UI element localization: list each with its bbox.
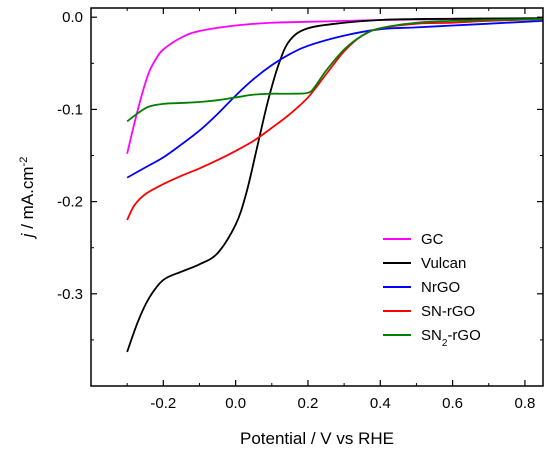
x-tick-label: 0.4 <box>370 395 391 412</box>
legend-label: Vulcan <box>421 255 466 272</box>
legend-label: SN-rGO <box>421 303 475 320</box>
x-tick-label: 0.6 <box>442 395 463 412</box>
y-tick-label: -0.1 <box>57 101 83 118</box>
series-line-nrgo <box>126 20 544 179</box>
series-line-gc <box>126 18 544 154</box>
y-tick-label: 0.0 <box>62 9 83 26</box>
x-axis-title: Potential / V vs RHE <box>240 429 394 448</box>
series-line-vulcan <box>126 17 544 353</box>
y-axis-title: j / mA.cm-2 <box>18 157 37 240</box>
x-tick-label: -0.2 <box>150 395 176 412</box>
y-tick-label: -0.2 <box>57 194 83 211</box>
legend-label: SN2-rGO <box>421 327 481 349</box>
series-line-sn2-rgo <box>126 18 544 123</box>
x-tick-label: 0.2 <box>298 395 319 412</box>
x-tick-label: 0.0 <box>225 395 246 412</box>
series-layer <box>126 17 544 353</box>
series-line-sn-rgo <box>126 18 544 221</box>
ticks-layer: -0.2 0.0 0.2 0.4 0.6 0.8 0.0 -0.1 -0.2 -0.3 <box>57 8 543 412</box>
legend-label: NrGO <box>421 279 460 296</box>
y-tick-label: -0.3 <box>57 286 83 303</box>
legend-label: GC <box>421 231 444 248</box>
x-tick-label: 0.8 <box>514 395 535 412</box>
legend: GC Vulcan NrGO SN-rGO SN2-rGO <box>383 231 481 349</box>
plot-frame <box>90 7 544 387</box>
